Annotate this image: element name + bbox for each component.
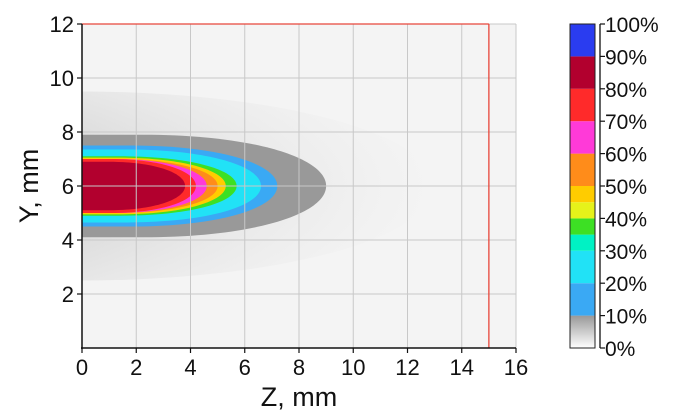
boundary-lines	[82, 23, 490, 348]
colorbar-label-90: 90%	[605, 46, 647, 69]
colorbar-band-35-40	[570, 218, 595, 235]
x-tick-label-2: 2	[130, 355, 142, 380]
y-tick-label-2: 2	[62, 282, 74, 307]
y-tick-label-8: 8	[62, 120, 74, 145]
x-tick-label-4: 4	[184, 355, 196, 380]
x-tick-label-14: 14	[450, 355, 474, 380]
colorbar-label-0: 0%	[605, 338, 635, 361]
colorbar-band-90-100	[570, 24, 595, 57]
colorbar-label-100: 100%	[605, 14, 659, 37]
colorbar-frame	[569, 23, 596, 349]
colorbar-band-50-60	[570, 153, 595, 186]
colorbar-band-0-10	[570, 315, 595, 348]
x-tick-label-6: 6	[239, 355, 251, 380]
colorbar-band-45-50	[570, 186, 595, 203]
colorbar-label-70: 70%	[605, 111, 647, 134]
colorbar-label-80: 80%	[605, 79, 647, 102]
y-tick-label-12: 12	[50, 12, 74, 37]
y-axis-title: Y, mm	[14, 149, 44, 224]
colorbar-band-80-90	[570, 56, 595, 89]
colorbar-band-10-20	[570, 283, 595, 316]
x-tick-label-0: 0	[76, 355, 88, 380]
colorbar-label-50: 50%	[605, 176, 647, 199]
colorbar-label-10: 10%	[605, 306, 647, 329]
colorbar-label-60: 60%	[605, 144, 647, 167]
x-tick-label-16: 16	[504, 355, 528, 380]
tick-labels: 0 2 4 6 8 10 12 14 16 2 4 6 8 10 12	[50, 12, 529, 380]
x-tick-label-8: 8	[293, 355, 305, 380]
x-tick-label-12: 12	[395, 355, 419, 380]
colorbar-label-20: 20%	[605, 273, 647, 296]
colorbar-label-40: 40%	[605, 208, 647, 231]
x-axis-title: Z, mm	[261, 382, 337, 412]
colorbar-band-20-30	[570, 250, 595, 284]
colorbar-label-30: 30%	[605, 241, 647, 264]
colorbar-band-70-80	[570, 88, 595, 122]
colorbar-band-40-45	[570, 202, 595, 219]
y-tick-label-10: 10	[50, 66, 74, 91]
colorbar-band-30-35	[570, 234, 595, 251]
y-tick-label-4: 4	[62, 228, 74, 253]
y-tick-label-6: 6	[62, 174, 74, 199]
colorbar: 100% 90% 80% 70% 60% 50% 40% 30% 20% 10% 0%	[569, 14, 659, 361]
x-tick-label-10: 10	[341, 355, 365, 380]
colorbar-band-60-70	[570, 121, 595, 154]
